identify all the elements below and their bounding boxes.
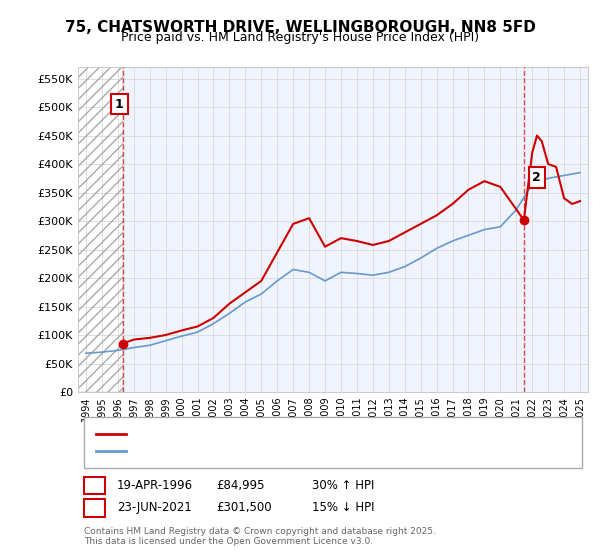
Text: 75, CHATSWORTH DRIVE, WELLINGBOROUGH, NN8 5FD (detached house): 75, CHATSWORTH DRIVE, WELLINGBOROUGH, NN…: [132, 429, 515, 439]
Text: Price paid vs. HM Land Registry's House Price Index (HPI): Price paid vs. HM Land Registry's House …: [121, 31, 479, 44]
Text: 1: 1: [115, 98, 124, 111]
Text: £301,500: £301,500: [216, 501, 272, 515]
Text: £84,995: £84,995: [216, 479, 265, 492]
Text: 1: 1: [90, 479, 99, 492]
Text: 75, CHATSWORTH DRIVE, WELLINGBOROUGH, NN8 5FD: 75, CHATSWORTH DRIVE, WELLINGBOROUGH, NN…: [65, 20, 535, 35]
Text: 19-APR-1996: 19-APR-1996: [117, 479, 193, 492]
Text: 2: 2: [532, 171, 541, 184]
Text: 23-JUN-2021: 23-JUN-2021: [117, 501, 192, 515]
Text: 30% ↑ HPI: 30% ↑ HPI: [312, 479, 374, 492]
Text: HPI: Average price, detached house, North Northamptonshire: HPI: Average price, detached house, Nort…: [132, 446, 452, 456]
Text: 2: 2: [90, 501, 99, 515]
Text: Contains HM Land Registry data © Crown copyright and database right 2025.
This d: Contains HM Land Registry data © Crown c…: [84, 526, 436, 546]
Text: 15% ↓ HPI: 15% ↓ HPI: [312, 501, 374, 515]
